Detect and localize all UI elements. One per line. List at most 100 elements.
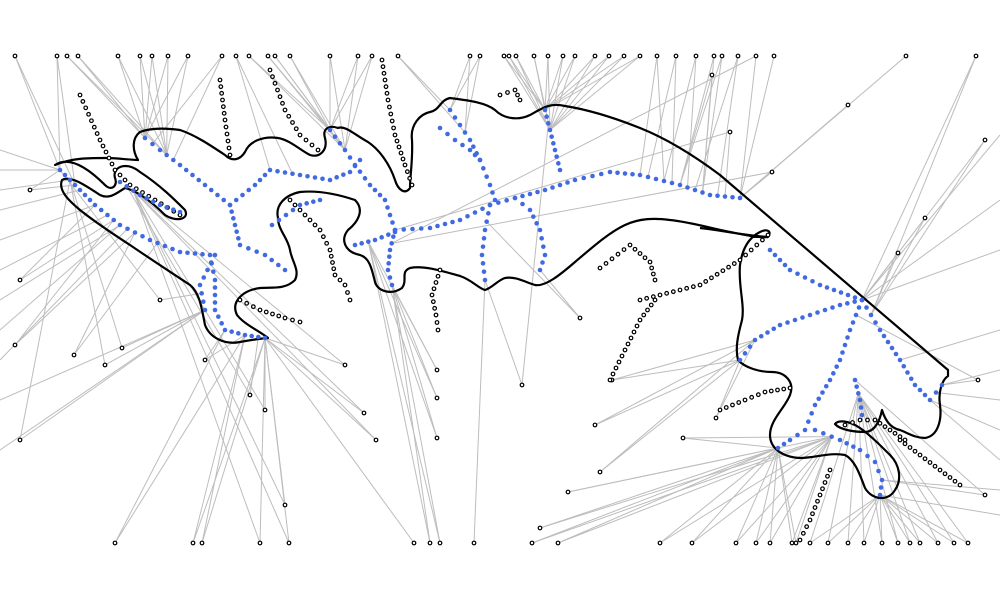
inner-point	[537, 267, 543, 273]
outer-point	[982, 137, 988, 143]
inner-point	[742, 351, 748, 356]
connector-line	[544, 55, 576, 111]
connector-line	[397, 55, 466, 133]
connector-line	[248, 55, 346, 151]
connector-line	[739, 55, 775, 199]
inner-point	[202, 182, 208, 188]
outer-point	[221, 110, 227, 116]
outer-point	[277, 94, 283, 100]
inner-point	[812, 427, 818, 433]
connector-line	[647, 55, 677, 178]
connector-line	[855, 314, 979, 381]
inner-point	[852, 295, 858, 300]
outer-point	[117, 172, 123, 178]
outer-point	[975, 377, 981, 383]
connector-line	[274, 55, 346, 151]
outer-point	[825, 473, 830, 479]
inner-point	[92, 202, 98, 208]
inner-point	[859, 412, 865, 418]
connector-line	[694, 55, 739, 191]
outer-point	[361, 410, 367, 416]
outer-point	[616, 359, 622, 365]
outer-point	[606, 53, 612, 59]
inner-point	[357, 169, 363, 174]
inner-point	[352, 162, 358, 168]
inner-point	[677, 182, 683, 188]
outer-point	[907, 540, 913, 546]
inner-point	[452, 115, 458, 120]
connector-line	[344, 55, 373, 151]
inner-point	[262, 172, 268, 178]
inner-point	[777, 257, 783, 263]
inner-point	[544, 114, 549, 119]
inner-point	[834, 364, 839, 369]
connector-line	[201, 337, 266, 544]
inner-point	[486, 211, 491, 216]
connector-line	[166, 55, 169, 156]
inner-point	[531, 214, 536, 219]
inner-point	[457, 217, 463, 223]
outer-point	[432, 305, 438, 311]
outer-point	[519, 382, 525, 388]
outer-point	[827, 467, 833, 473]
connector-line	[394, 131, 731, 231]
outer-point	[797, 537, 803, 543]
outer-point	[652, 277, 658, 283]
inner-point	[837, 302, 843, 308]
connector-line	[663, 55, 697, 182]
connector-line	[267, 55, 346, 151]
connector-line	[857, 393, 899, 544]
inner-point	[481, 269, 487, 274]
outer-point	[982, 492, 988, 498]
outer-point	[935, 540, 941, 546]
inner-point	[542, 107, 548, 113]
outer-point	[224, 131, 230, 137]
outer-point	[382, 77, 388, 83]
connector-line	[879, 494, 921, 544]
outer-point	[621, 53, 627, 59]
inner-point	[484, 174, 489, 179]
outer-point	[815, 498, 820, 504]
connector-line	[539, 447, 779, 529]
outer-point	[735, 53, 741, 59]
connector-line	[870, 139, 986, 316]
outer-point	[657, 292, 663, 298]
connector-line	[172, 55, 223, 161]
outer-point	[619, 353, 625, 359]
outer-point	[433, 280, 439, 285]
inner-point	[347, 169, 353, 175]
inner-point	[554, 154, 559, 159]
outer-point	[625, 341, 631, 347]
outer-point	[411, 540, 417, 546]
connector-line	[132, 190, 365, 414]
inner-point	[359, 241, 364, 246]
inner-point	[785, 320, 790, 325]
inner-point	[155, 240, 160, 246]
connector-line	[861, 199, 1000, 301]
connector-line	[515, 55, 546, 111]
outer-point	[219, 90, 225, 96]
inner-point	[290, 207, 296, 213]
inner-point	[853, 312, 859, 318]
boundary-outline-right	[699, 226, 769, 239]
connector-line	[19, 309, 206, 441]
connector-line	[0, 309, 206, 451]
inner-point	[812, 402, 818, 408]
inner-point	[864, 305, 869, 310]
inner-point	[157, 147, 163, 153]
inner-point	[211, 269, 216, 274]
inner-point	[460, 142, 465, 148]
outer-point	[652, 297, 658, 303]
connector-line	[69, 179, 106, 366]
connector-line	[857, 393, 883, 544]
outer-point	[887, 427, 893, 433]
inner-point	[246, 246, 251, 251]
outer-point	[857, 417, 863, 423]
outer-point	[677, 287, 683, 293]
connector-line	[679, 55, 723, 186]
inner-point	[185, 250, 190, 256]
inner-point	[105, 212, 110, 218]
inner-point	[269, 257, 274, 263]
connector-line	[539, 269, 581, 319]
inner-point	[837, 437, 843, 443]
